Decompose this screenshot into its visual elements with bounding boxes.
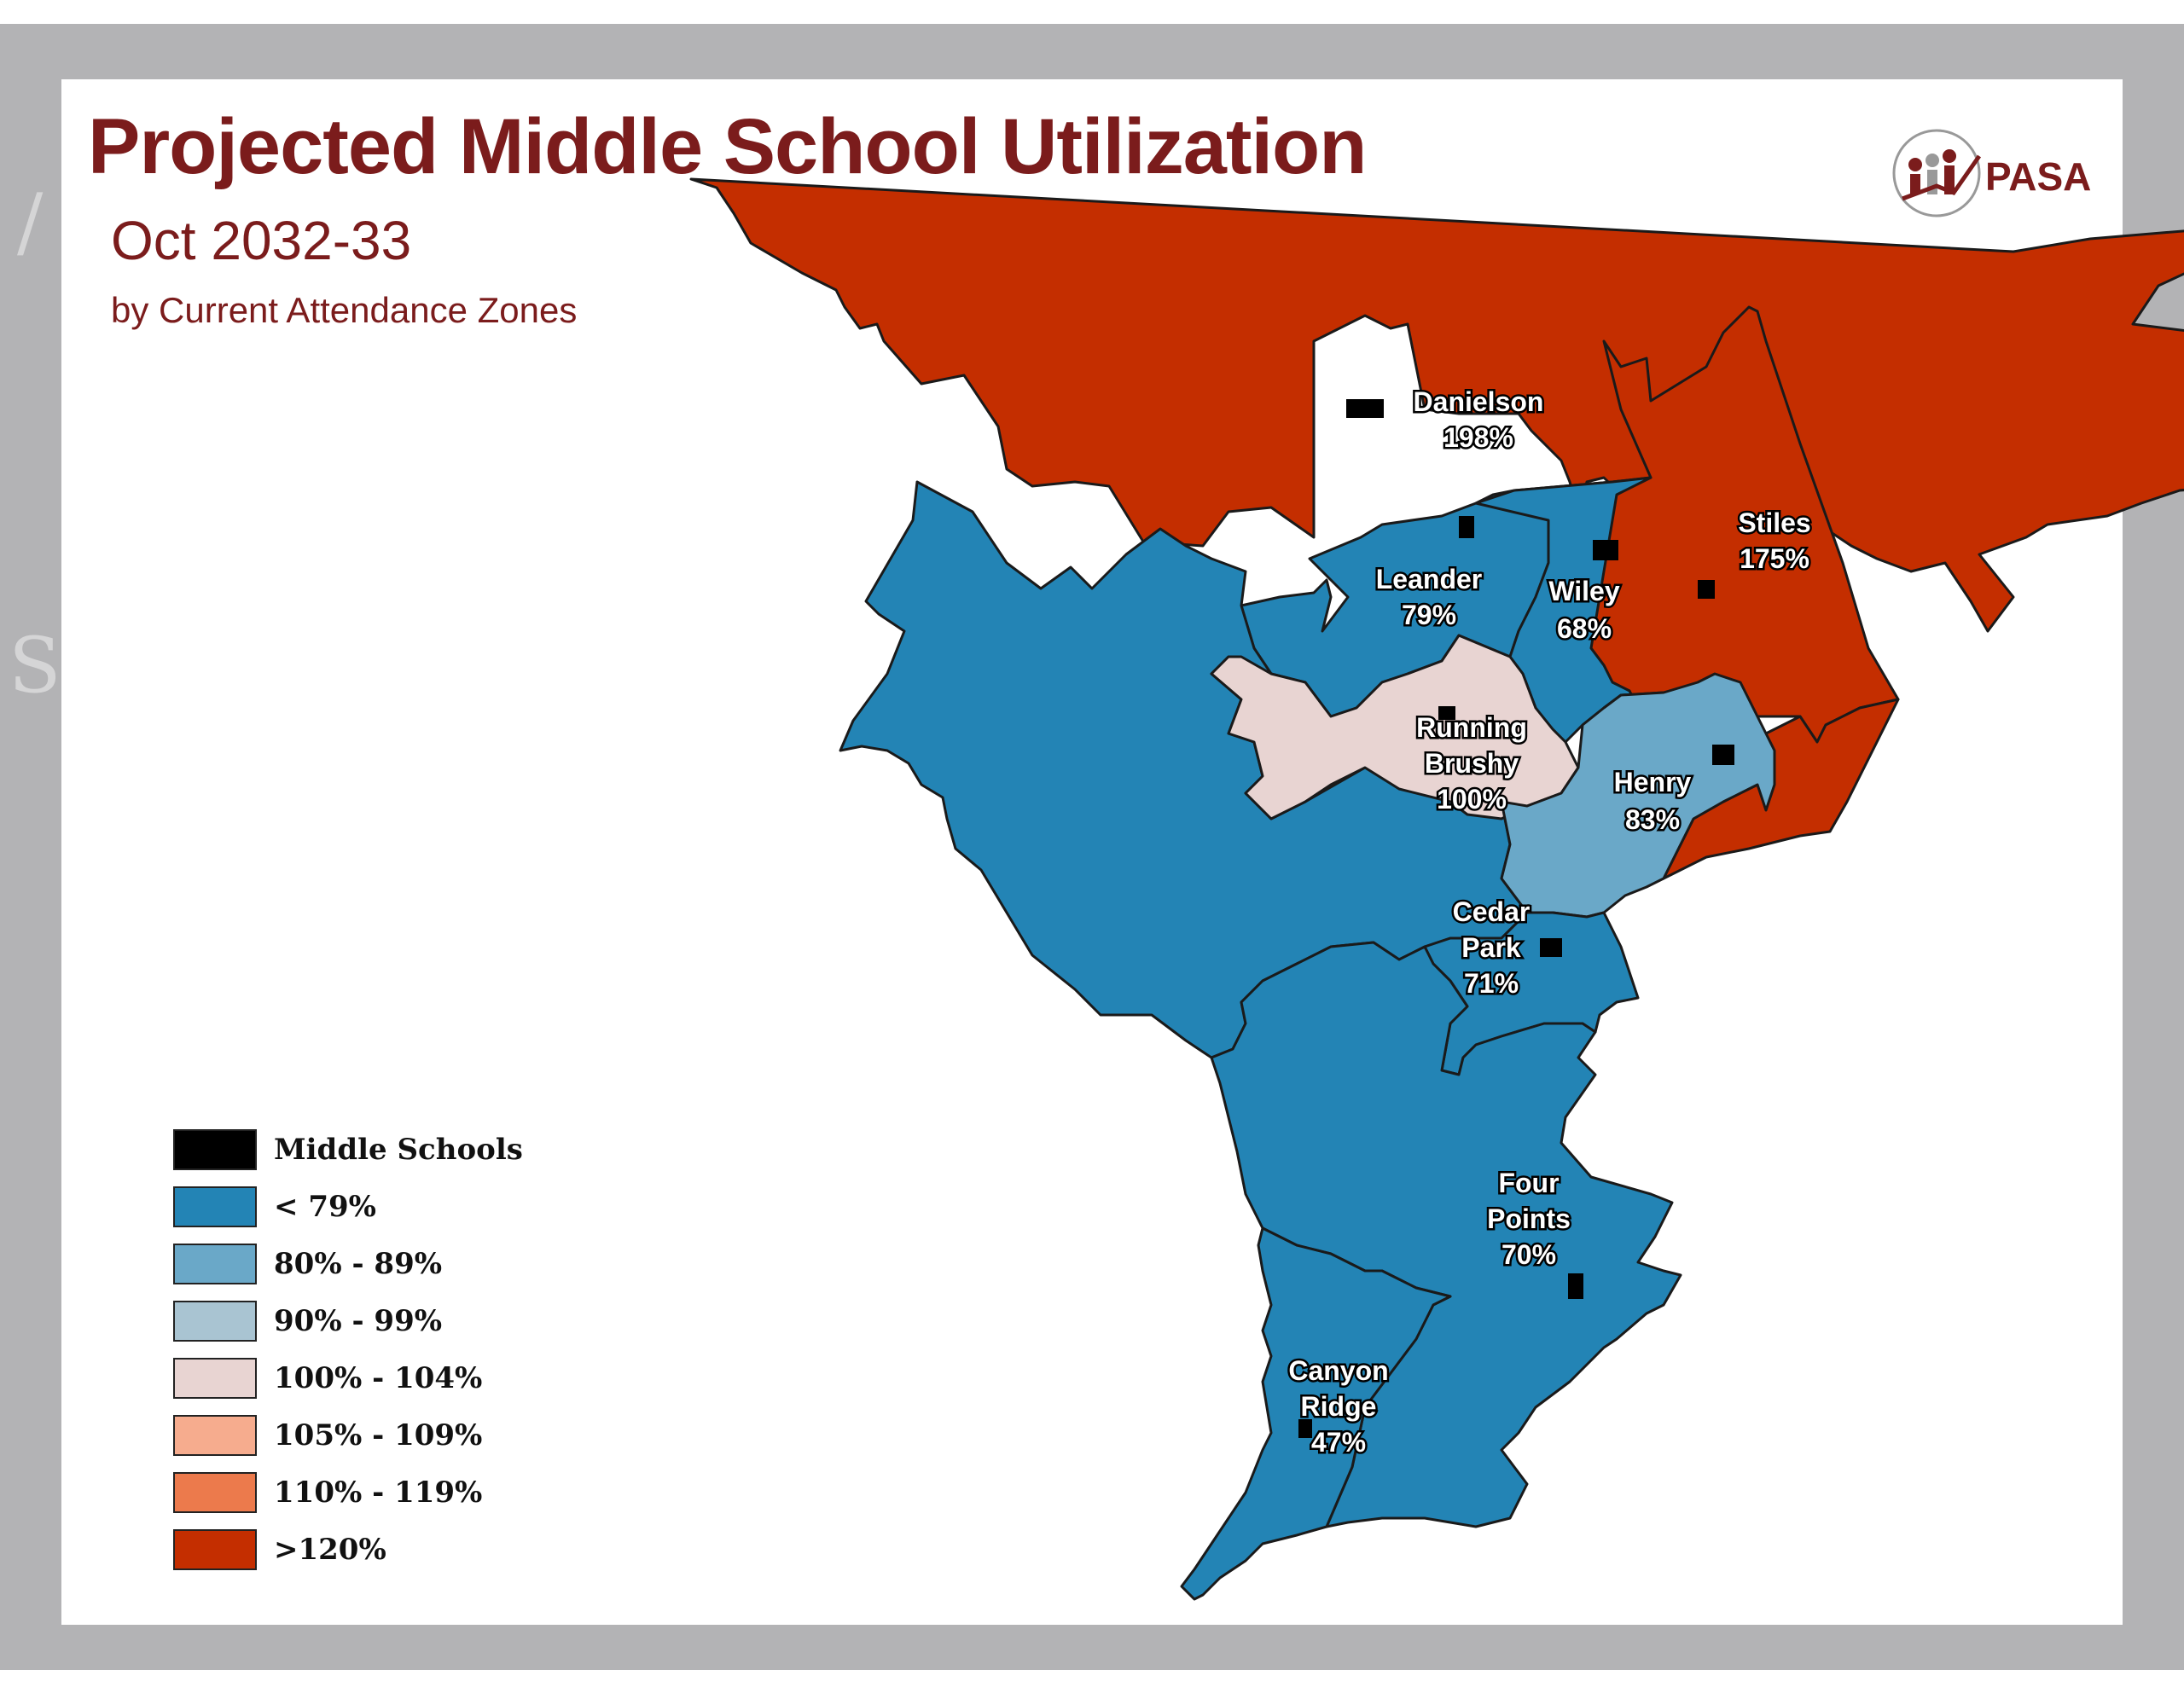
page-title: Projected Middle School Utilization bbox=[88, 103, 1367, 190]
chalk-mark: S bbox=[9, 621, 61, 710]
label-cedar-park-line2: Park bbox=[1461, 932, 1521, 963]
school-stiles bbox=[1698, 580, 1715, 599]
label-danielson-name: Danielson bbox=[1414, 386, 1544, 417]
legend-swatch bbox=[173, 1301, 257, 1342]
school-running-brushy bbox=[1438, 706, 1455, 720]
label-wiley-value: 68% bbox=[1557, 613, 1612, 644]
school-cedar-park bbox=[1540, 938, 1562, 957]
label-henry-name: Henry bbox=[1614, 767, 1692, 797]
school-canyon-ridge bbox=[1298, 1419, 1312, 1438]
legend-swatch bbox=[173, 1529, 257, 1570]
legend-swatch bbox=[173, 1186, 257, 1227]
legend-label: 80% - 89% bbox=[274, 1247, 443, 1281]
label-running-brushy-value: 100% bbox=[1437, 784, 1507, 815]
legend-swatch bbox=[173, 1358, 257, 1399]
legend-label: >120% bbox=[274, 1533, 386, 1567]
legend-label: 100% - 104% bbox=[274, 1361, 483, 1395]
school-wiley bbox=[1593, 540, 1618, 560]
label-danielson-value: 198% bbox=[1443, 422, 1513, 453]
logo-text: PASA bbox=[1985, 154, 2092, 199]
label-leander-name: Leander bbox=[1376, 564, 1482, 594]
legend-label: < 79% bbox=[274, 1190, 376, 1224]
pasa-logo bbox=[1892, 129, 1982, 217]
legend-label: 90% - 99% bbox=[274, 1304, 443, 1338]
label-running-brushy-line1: Running bbox=[1416, 712, 1527, 743]
chalk-mark: ∕ bbox=[17, 177, 44, 267]
label-stiles-name: Stiles bbox=[1738, 507, 1810, 538]
legend-label: Middle Schools bbox=[274, 1133, 523, 1167]
label-wiley-name: Wiley bbox=[1548, 576, 1620, 606]
label-four-points-line2: Points bbox=[1487, 1203, 1571, 1234]
page-subtitle: Oct 2032-33 bbox=[111, 210, 412, 271]
label-henry-value: 83% bbox=[1625, 804, 1680, 835]
label-leander-value: 79% bbox=[1402, 600, 1456, 630]
label-canyon-ridge-value: 47% bbox=[1311, 1427, 1366, 1458]
legend-label: 110% - 119% bbox=[274, 1476, 483, 1510]
school-leander bbox=[1459, 516, 1474, 538]
school-henry bbox=[1712, 745, 1734, 765]
zone-henry bbox=[1500, 672, 1776, 919]
zone-canyon-ridge bbox=[1180, 1226, 1452, 1601]
legend-swatch bbox=[173, 1129, 257, 1170]
middle-school-markers bbox=[1298, 399, 1734, 1438]
label-four-points-line1: Four bbox=[1498, 1168, 1559, 1198]
school-four-points bbox=[1568, 1273, 1583, 1299]
label-canyon-ridge-line1: Canyon bbox=[1288, 1355, 1388, 1386]
label-running-brushy-line2: Brushy bbox=[1425, 748, 1519, 779]
label-four-points-value: 70% bbox=[1502, 1239, 1556, 1270]
legend-swatch bbox=[173, 1415, 257, 1456]
label-canyon-ridge-line2: Ridge bbox=[1301, 1391, 1377, 1422]
legend-swatch bbox=[173, 1472, 257, 1513]
page-subtitle-detail: by Current Attendance Zones bbox=[111, 290, 578, 330]
legend-swatch bbox=[173, 1244, 257, 1284]
school-danielson bbox=[1346, 399, 1384, 418]
label-stiles-value: 175% bbox=[1740, 543, 1809, 574]
legend-label: 105% - 109% bbox=[274, 1418, 483, 1452]
label-cedar-park-value: 71% bbox=[1464, 968, 1519, 999]
label-cedar-park-line1: Cedar bbox=[1453, 896, 1531, 927]
